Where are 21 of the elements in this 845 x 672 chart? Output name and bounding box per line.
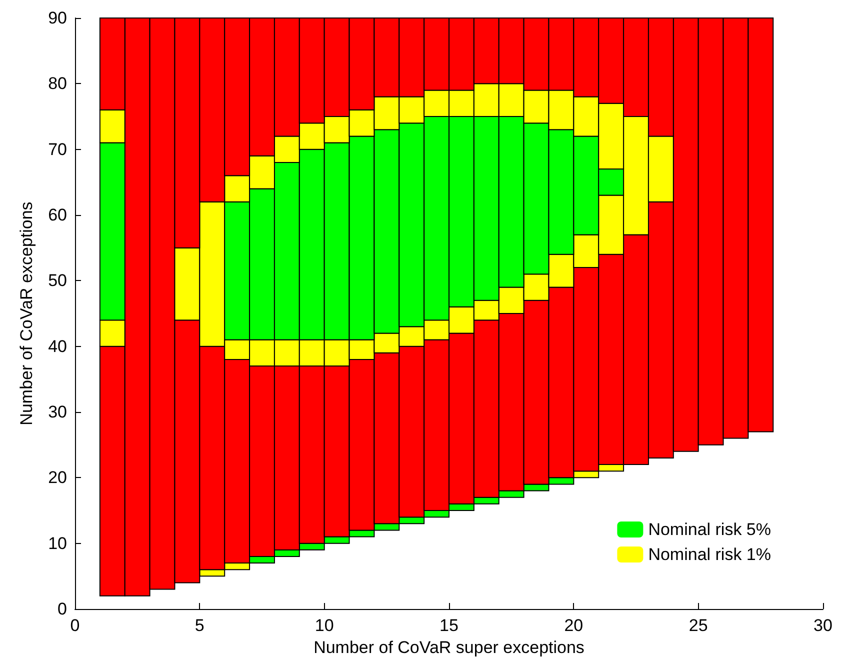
y-tick-label: 60 [48, 206, 67, 224]
x-tick-label: 15 [440, 616, 458, 635]
y-tick-label: 70 [48, 140, 67, 159]
x-tick-label: 5 [194, 616, 204, 635]
y-axis-title: Number of CoVaR exceptions [17, 202, 36, 426]
x-tick-label: 20 [564, 616, 584, 635]
y-tick-label: 90 [48, 8, 67, 28]
y-tick-label: 0 [58, 600, 67, 618]
x-axis-title: Number of CoVaR super exceptions [314, 638, 584, 657]
legend-label: Nominal risk 1% [648, 545, 771, 564]
x-tick-label: 25 [688, 616, 708, 635]
legend-label: Nominal risk 5% [648, 520, 771, 539]
y-tick-label: 20 [48, 468, 67, 488]
y-tick-label: 80 [48, 74, 67, 94]
x-tick-label: 10 [314, 616, 334, 635]
x-tick-label: 0 [70, 616, 80, 635]
x-tick-label: 30 [814, 616, 832, 635]
y-tick-label: 40 [48, 336, 67, 356]
y-tick-label: 30 [48, 402, 67, 422]
y-tick-label: 50 [48, 271, 67, 290]
y-tick-label: 10 [48, 534, 67, 553]
